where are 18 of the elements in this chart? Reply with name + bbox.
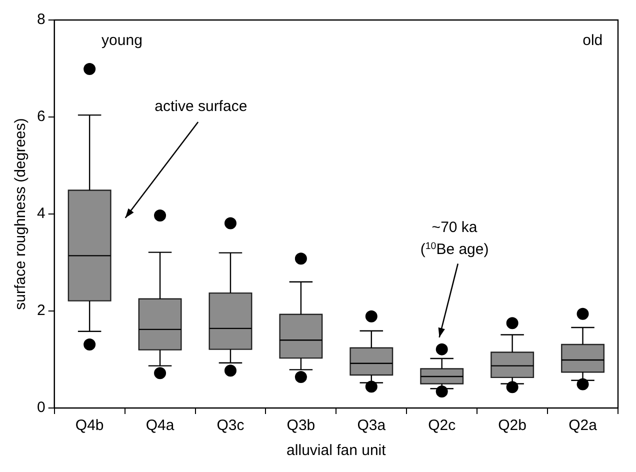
x-tick-label: Q2a [568,417,598,434]
annotation: active surface [154,98,248,116]
y-tick-label: 8 [37,11,46,28]
annotation: young [102,32,142,50]
x-tick-label: Q2c [428,417,456,434]
x-axis-title: alluvial fan unit [286,442,387,460]
x-tick-label: Q3c [216,417,245,434]
y-tick-label: 0 [37,399,46,416]
x-tick-label: Q2b [498,417,526,434]
x-tick-label: Q3b [286,417,316,434]
y-tick-label: 4 [37,205,46,222]
y-tick-label: 2 [37,302,46,320]
y-tick-label: 6 [37,108,46,126]
y-axis-title: surface roughness (degrees) [12,118,30,310]
x-tick-label: Q3a [357,417,386,434]
x-tick-label: Q4b [75,417,104,434]
annotation: old [582,32,603,50]
x-tick-label: Q4a [146,417,175,434]
